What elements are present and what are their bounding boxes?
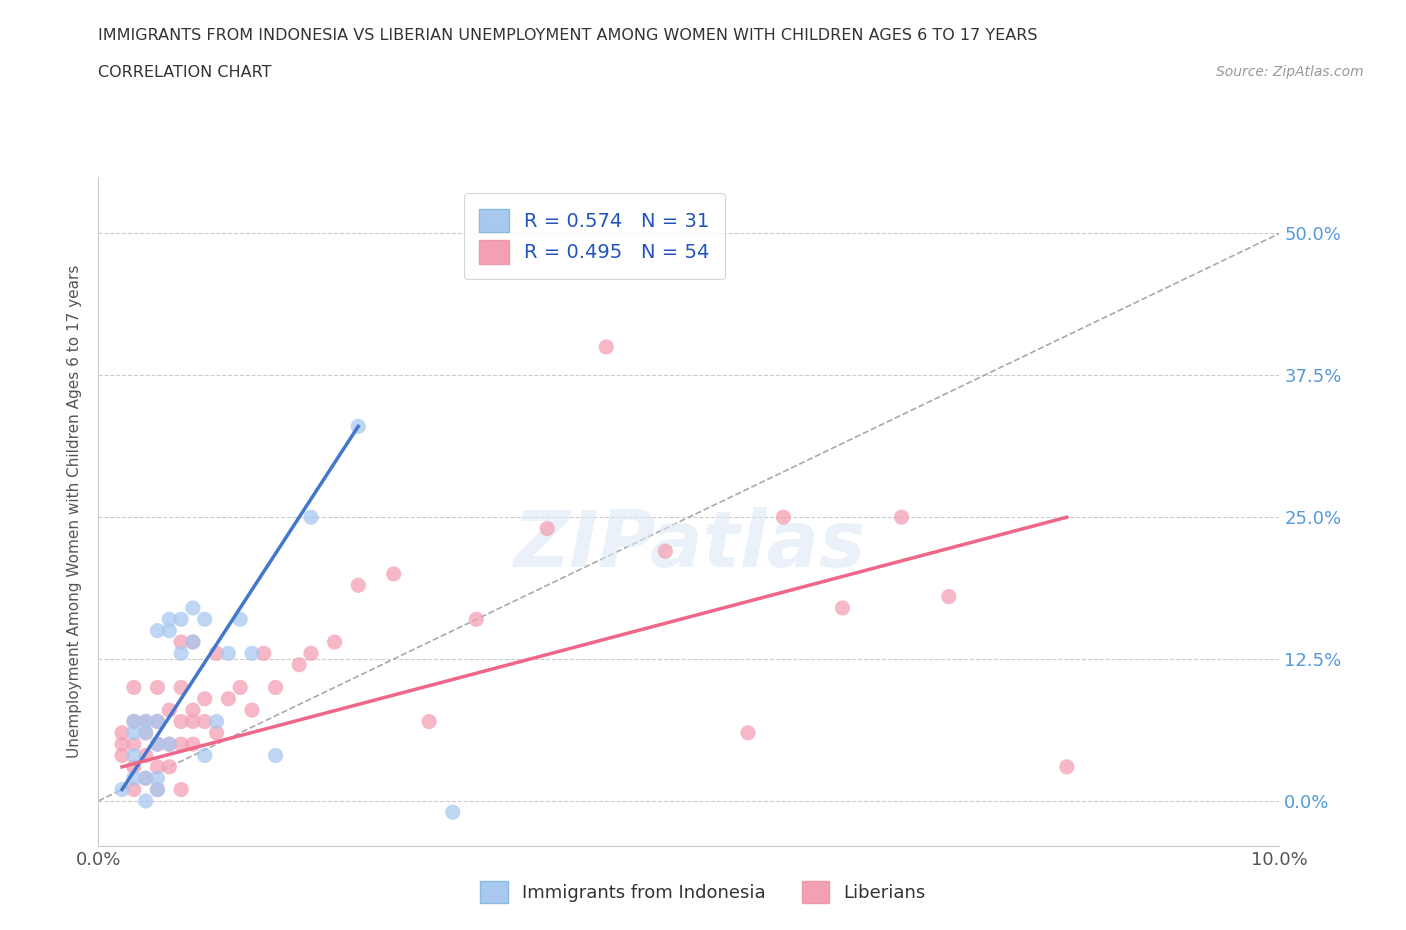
Point [135,793,157,808]
Point [737,725,759,740]
Point [181,703,204,718]
Point [382,566,405,581]
Point [170,680,193,695]
Point [181,714,204,729]
Point [194,612,217,627]
Point [890,510,912,525]
Point [157,623,180,638]
Point [122,680,145,695]
Point [111,782,134,797]
Text: CORRELATION CHART: CORRELATION CHART [98,65,271,80]
Point [181,634,204,649]
Point [122,782,145,797]
Point [323,634,346,649]
Text: IMMIGRANTS FROM INDONESIA VS LIBERIAN UNEMPLOYMENT AMONG WOMEN WITH CHILDREN AGE: IMMIGRANTS FROM INDONESIA VS LIBERIAN UN… [98,28,1038,43]
Point [205,725,228,740]
Point [146,714,169,729]
Point [229,680,252,695]
Point [170,782,193,797]
Point [146,737,169,751]
Point [772,510,794,525]
Text: Source: ZipAtlas.com: Source: ZipAtlas.com [1216,65,1364,79]
Point [135,748,157,763]
Point [1056,760,1078,775]
Point [157,760,180,775]
Point [157,737,180,751]
Point [441,804,464,819]
Point [135,771,157,786]
Point [288,658,311,672]
Point [347,418,370,433]
Point [347,578,370,592]
Point [146,714,169,729]
Point [194,748,217,763]
Text: ZIPatlas: ZIPatlas [513,507,865,583]
Point [229,612,252,627]
Point [146,760,169,775]
Point [170,612,193,627]
Point [111,748,134,763]
Point [135,771,157,786]
Legend: R = 0.574   N = 31, R = 0.495   N = 54: R = 0.574 N = 31, R = 0.495 N = 54 [464,193,725,279]
Point [157,612,180,627]
Point [170,714,193,729]
Point [122,760,145,775]
Point [253,646,276,661]
Point [170,646,193,661]
Point [194,714,217,729]
Point [157,703,180,718]
Point [240,646,263,661]
Point [299,510,322,525]
Point [205,646,228,661]
Point [465,612,488,627]
Point [122,714,145,729]
Point [146,623,169,638]
Point [157,737,180,751]
Point [122,714,145,729]
Point [595,339,617,354]
Legend: Immigrants from Indonesia, Liberians: Immigrants from Indonesia, Liberians [471,871,935,911]
Point [938,590,960,604]
Point [122,771,145,786]
Point [418,714,440,729]
Point [205,714,228,729]
Point [146,782,169,797]
Point [536,521,558,536]
Point [299,646,322,661]
Point [181,737,204,751]
Point [181,634,204,649]
Point [135,725,157,740]
Point [146,680,169,695]
Point [654,544,676,559]
Y-axis label: Unemployment Among Women with Children Ages 6 to 17 years: Unemployment Among Women with Children A… [67,265,83,758]
Point [181,601,204,616]
Point [122,725,145,740]
Point [122,748,145,763]
Point [111,725,134,740]
Point [264,680,287,695]
Point [217,691,239,706]
Point [146,771,169,786]
Point [146,737,169,751]
Point [135,714,157,729]
Point [122,737,145,751]
Point [135,725,157,740]
Point [146,782,169,797]
Point [135,714,157,729]
Point [264,748,287,763]
Point [831,601,853,616]
Point [217,646,239,661]
Point [111,737,134,751]
Point [170,737,193,751]
Point [240,703,263,718]
Point [194,691,217,706]
Point [170,634,193,649]
